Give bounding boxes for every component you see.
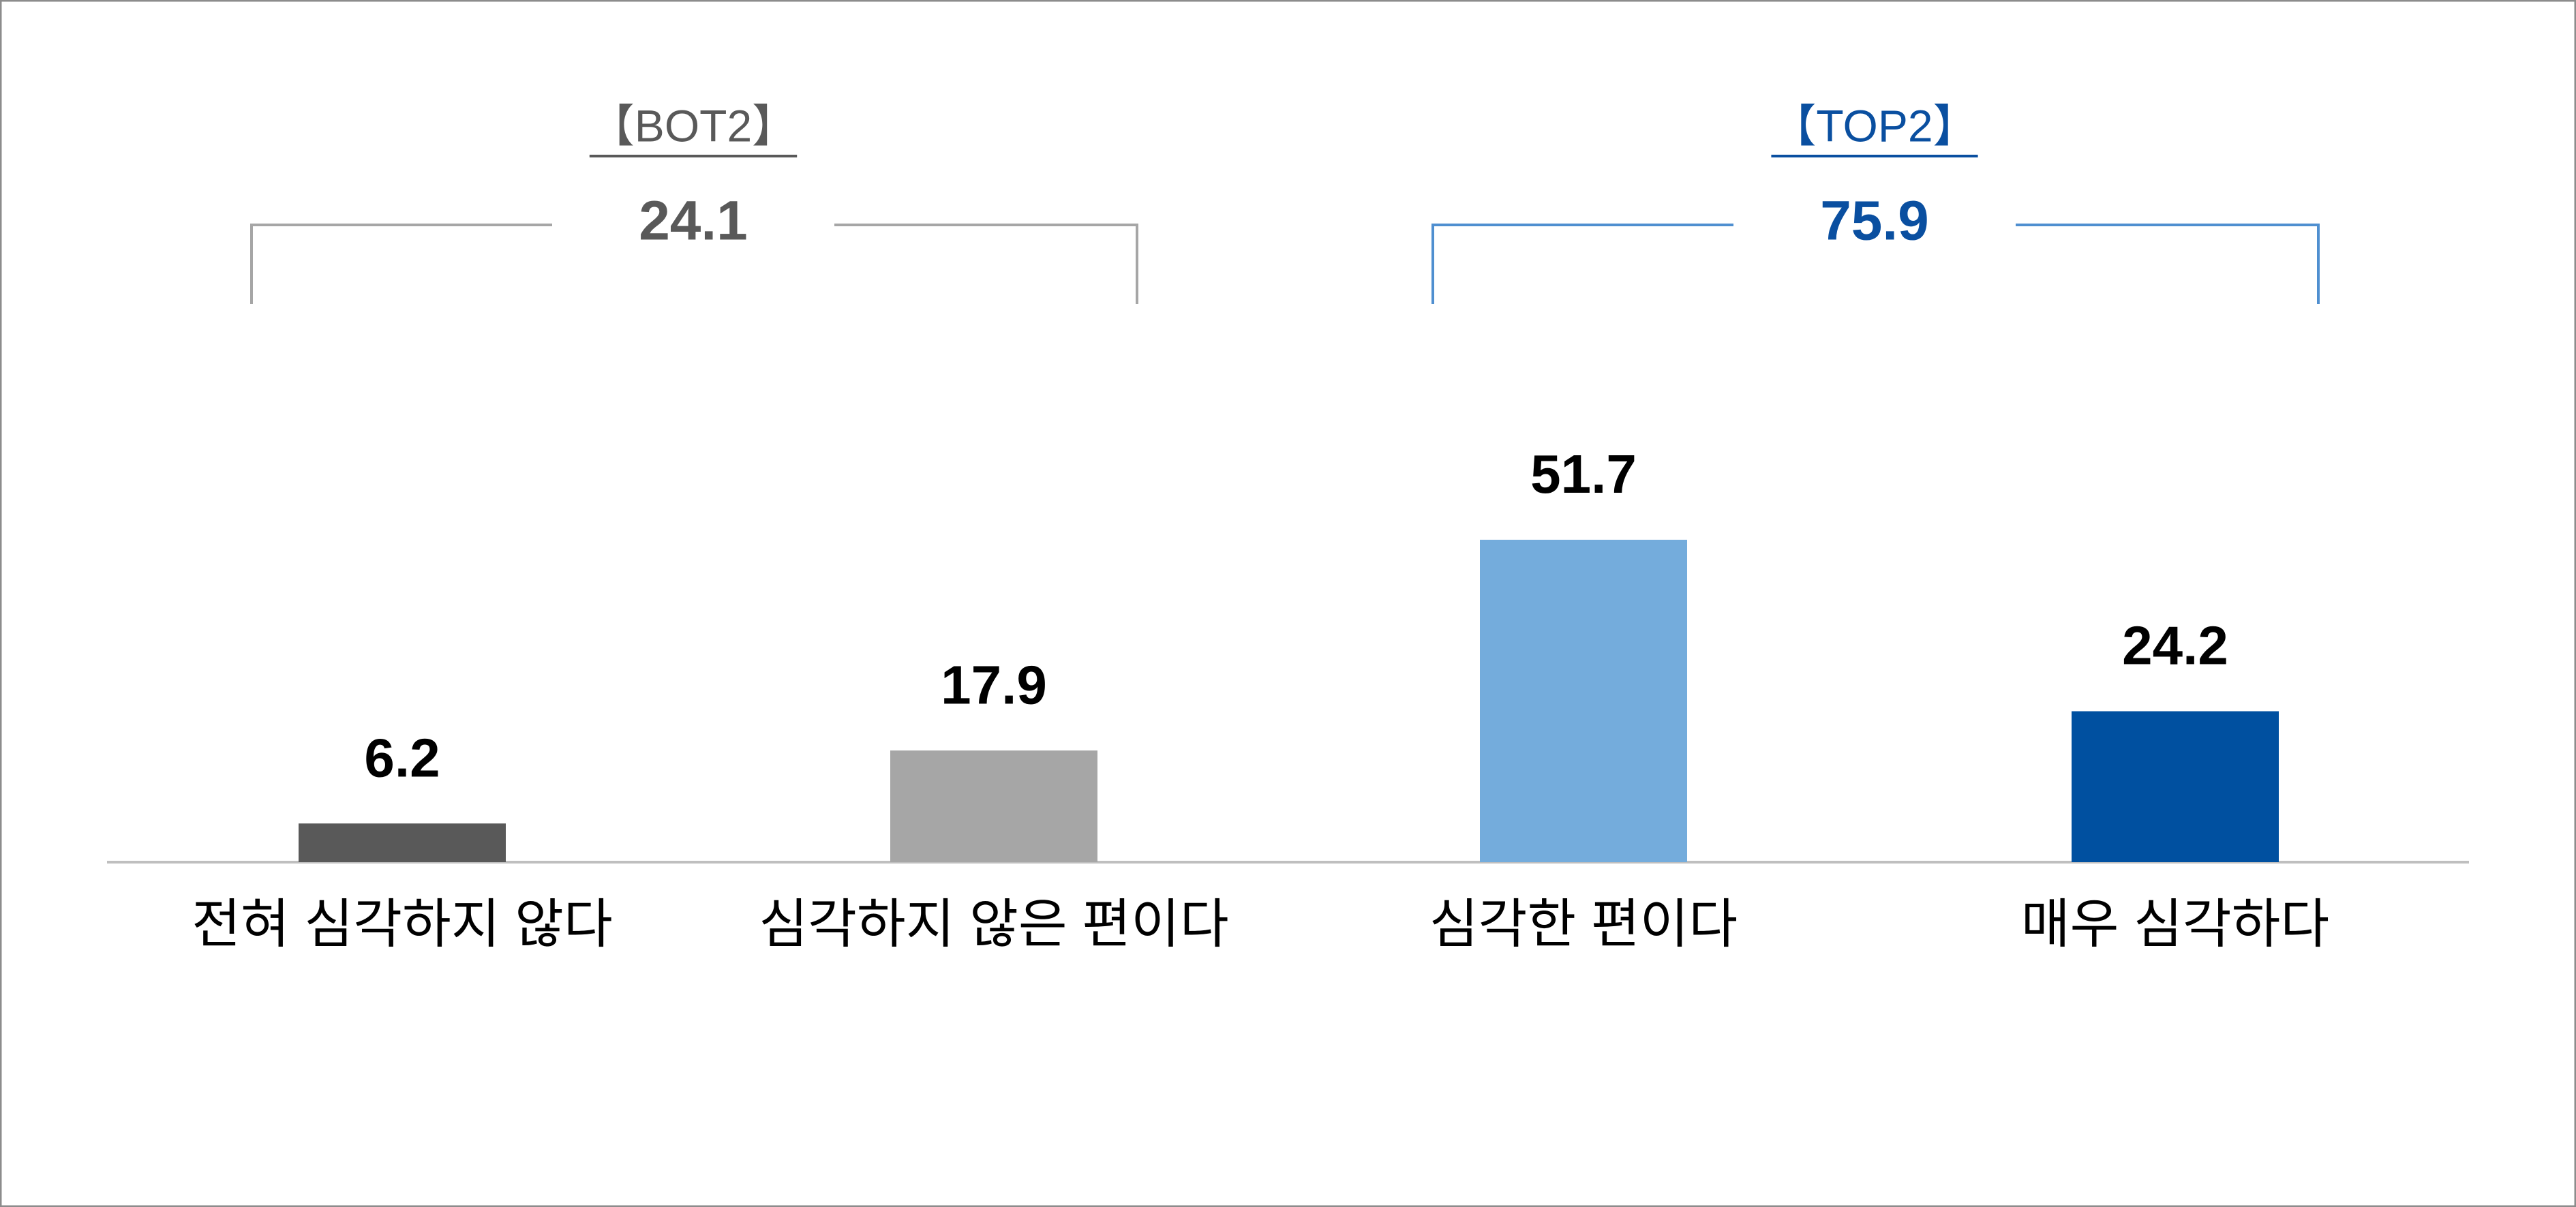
category-label: 심각하지 않은 편이다 bbox=[759, 894, 1228, 954]
bar bbox=[1480, 539, 1687, 862]
value-label: 51.7 bbox=[1530, 444, 1637, 504]
value-label: 6.2 bbox=[364, 727, 440, 788]
category-label: 전혀 심각하지 않다 bbox=[192, 894, 612, 954]
category-label: 매우 심각하다 bbox=[2021, 894, 2329, 954]
bar bbox=[890, 750, 1097, 862]
bracket bbox=[834, 224, 1138, 304]
bar bbox=[299, 823, 506, 862]
bracket bbox=[2016, 224, 2320, 304]
bracket bbox=[1431, 224, 1733, 304]
value-label: 24.2 bbox=[2122, 615, 2228, 676]
group-value: 75.9 bbox=[1820, 190, 1929, 252]
group-value: 24.1 bbox=[639, 190, 748, 252]
value-label: 17.9 bbox=[941, 654, 1047, 715]
group-label: 【TOP2】 bbox=[1771, 100, 1978, 151]
bar bbox=[2072, 711, 2279, 862]
group-label: 【BOT2】 bbox=[590, 100, 797, 151]
category-label: 심각한 편이다 bbox=[1429, 894, 1738, 954]
bracket bbox=[250, 224, 552, 304]
